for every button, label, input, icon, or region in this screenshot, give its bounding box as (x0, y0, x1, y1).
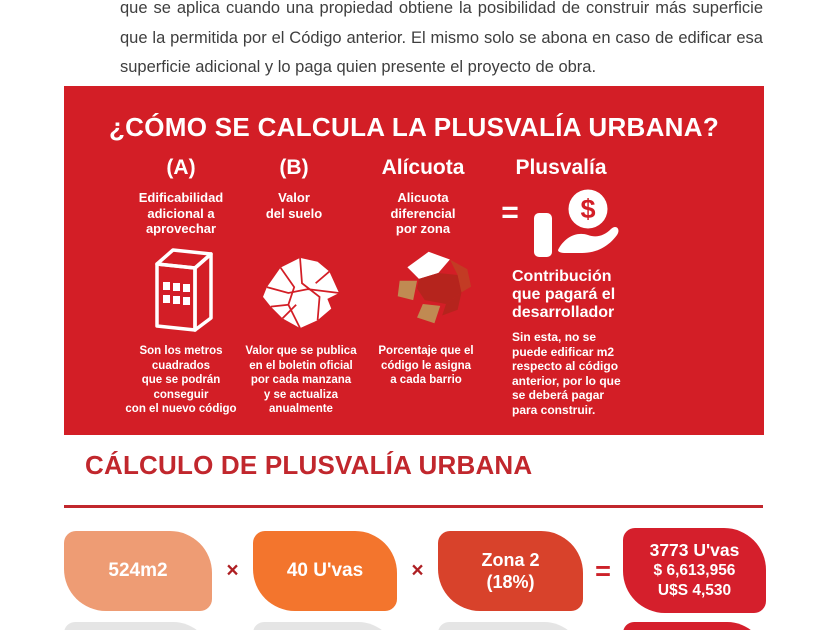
column-alicuota-header: Alícuota (381, 156, 465, 179)
zone-map-icon (397, 251, 472, 324)
factor-zone-chip: Zona 2 (18%) (438, 531, 583, 611)
row2-factor-a-chip (64, 622, 212, 630)
row2-factor-b-chip (253, 622, 397, 630)
column-b-header: (B) (279, 156, 309, 179)
result-uvas: 3773 U'vas (649, 540, 740, 560)
hand-money-icon: $ (534, 189, 619, 257)
section-divider (64, 505, 763, 508)
multiply-sign-1: × (226, 559, 239, 582)
result-chip: 3773 U'vas $ 6,613,956 U$S 4,530 (623, 528, 766, 613)
infographic-panel: ¿CÓMO SE CALCULA LA PLUSVALÍA URBANA? (A… (64, 86, 764, 435)
column-b-subtitle: Valor del suelo (265, 190, 323, 221)
row2-result-chip (623, 622, 766, 630)
panel-title: ¿CÓMO SE CALCULA LA PLUSVALÍA URBANA? (108, 112, 720, 142)
column-plusvalia-header: Plusvalía (515, 156, 607, 179)
panel-equals-sign: = (501, 196, 519, 229)
row2-factor-zone-chip (438, 622, 583, 630)
column-a-description: Son los metros cuadrados que se podrán c… (125, 345, 237, 415)
multiply-sign-2: × (411, 559, 424, 582)
equals-sign: = (595, 555, 611, 586)
calculation-heading: CÁLCULO DE PLUSVALÍA URBANA (85, 450, 533, 480)
building-icon (155, 248, 213, 332)
contribution-text: Contribución que pagará el desarrollador (512, 268, 616, 321)
result-dollars: U$S 4,530 (657, 582, 732, 599)
result-pesos: $ 6,613,956 (653, 562, 736, 579)
svg-text:$: $ (580, 194, 595, 224)
column-b-description: Valor que se publica en el boletin ofici… (245, 345, 357, 415)
column-alicuota-subtitle: Alicuota diferencial por zona (390, 190, 456, 236)
factor-b-chip: 40 U'vas (253, 531, 397, 611)
intro-paragraph: que se aplica cuando una propiedad obtie… (120, 0, 763, 76)
contribution-note: Sin esta, no se puede edificar m2 respec… (512, 330, 621, 417)
factor-a-chip: 524m2 (64, 531, 212, 611)
city-map-icon (263, 257, 340, 329)
column-a-subtitle: Edificabilidad adicional a aprovechar (138, 190, 224, 236)
column-alicuota-description: Porcentaje que el código le asigna a cad… (378, 345, 474, 386)
column-a-header: (A) (166, 156, 196, 179)
